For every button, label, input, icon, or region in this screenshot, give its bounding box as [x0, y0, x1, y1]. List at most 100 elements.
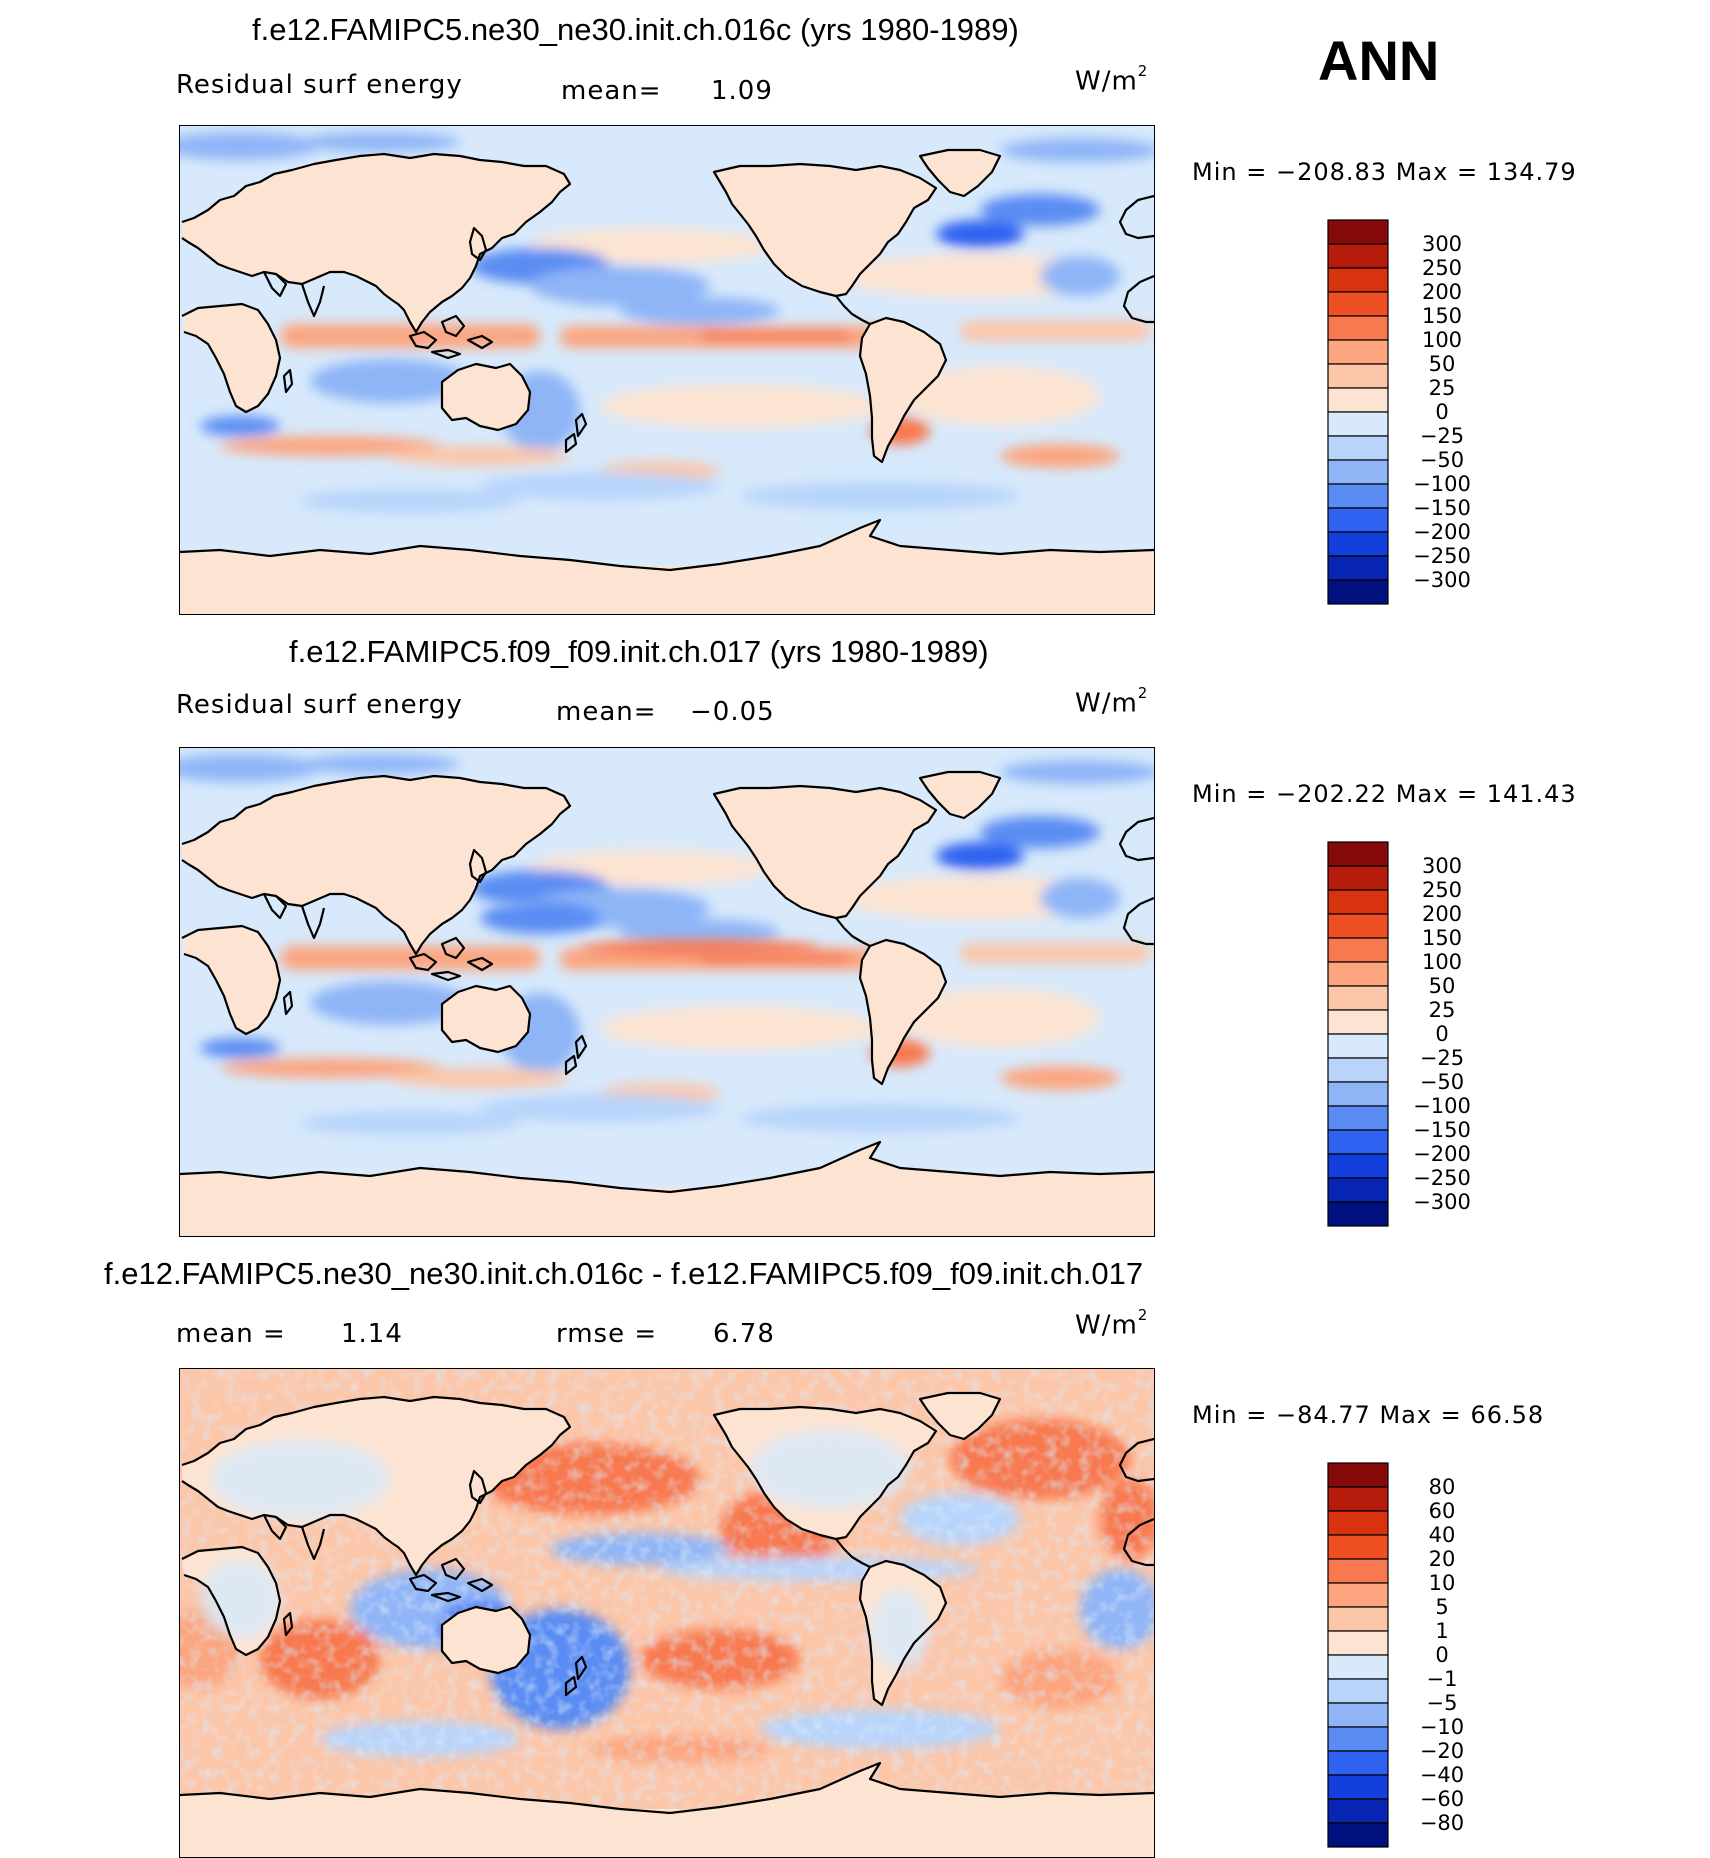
colorbar-tick-label: 100 [1422, 328, 1462, 352]
colorbar-tick-label: 25 [1429, 998, 1456, 1022]
colorbar-tick-label: 50 [1429, 974, 1456, 998]
colorbar-swatch [1327, 1510, 1389, 1536]
colorbar-tick-label: 80 [1429, 1475, 1456, 1499]
panel-2-map [179, 747, 1155, 1237]
colorbar-tick-label: 300 [1422, 232, 1462, 256]
season-label: ANN [1318, 29, 1440, 92]
colorbar-swatch [1327, 1774, 1389, 1800]
colorbar-swatch [1327, 339, 1389, 365]
colorbar-swatch [1327, 459, 1389, 485]
panel-2-mean-value: −0.05 [690, 697, 775, 727]
panel-2-title: f.e12.FAMIPC5.f09_f09.init.ch.017 (yrs 1… [289, 634, 989, 669]
colorbar-swatch [1327, 1129, 1389, 1155]
colorbar-swatch [1327, 841, 1389, 867]
colorbar-swatch [1327, 1726, 1389, 1752]
panel-3-rmse-value: 6.78 [713, 1319, 775, 1349]
panel-2-units: W/m2 [1075, 684, 1149, 719]
panel-2-map-svg [180, 748, 1154, 1236]
colorbar-tick-label: 250 [1422, 256, 1462, 280]
panel-1-max-value: 134.79 [1486, 158, 1577, 186]
colorbar-swatch [1327, 435, 1389, 461]
panel-1-min-label: Min = [1192, 158, 1268, 186]
colorbar-swatch [1327, 579, 1389, 605]
colorbar-tick-label: 1 [1435, 1619, 1448, 1643]
colorbar-swatch [1327, 985, 1389, 1011]
colorbar-swatch [1327, 363, 1389, 389]
colorbar-swatch [1327, 387, 1389, 413]
colorbar-tick-label: −50 [1420, 448, 1464, 472]
panel-3-mean-label: mean = [176, 1319, 286, 1349]
colorbar-swatch [1327, 1081, 1389, 1107]
panel-2-min-value: −202.22 [1275, 780, 1388, 808]
colorbar-tick-label: 250 [1422, 878, 1462, 902]
colorbar-tick-label: −20 [1420, 1739, 1464, 1763]
colorbar-tick-label: −100 [1413, 472, 1471, 496]
colorbar-tick-label: −150 [1413, 1118, 1471, 1142]
colorbar-tick-label: −250 [1413, 1166, 1471, 1190]
colorbar-tick-label: −5 [1427, 1691, 1458, 1715]
colorbar-tick-label: −200 [1413, 520, 1471, 544]
colorbar-swatch [1327, 1654, 1389, 1680]
colorbar-swatch [1327, 1582, 1389, 1608]
panel-2-max-value: 141.43 [1486, 780, 1577, 808]
colorbar-swatch [1327, 1822, 1389, 1848]
colorbar-swatch [1327, 961, 1389, 987]
colorbar-tick-label: −25 [1420, 424, 1464, 448]
panel-3-colorbar: 80 60 40 20 10 5 1 0 −1 −5 −10 −20 −40 −60 −80 [1327, 1462, 1548, 1849]
colorbar-swatch [1327, 937, 1389, 963]
colorbar-tick-label: −1 [1427, 1667, 1458, 1691]
colorbar-tick-label: 0 [1435, 1022, 1448, 1046]
colorbar-tick-label: 25 [1429, 376, 1456, 400]
colorbar-swatch [1327, 483, 1389, 509]
colorbar-swatch [1327, 1201, 1389, 1227]
colorbar-tick-label: 300 [1422, 854, 1462, 878]
colorbar-tick-label: −40 [1420, 1763, 1464, 1787]
colorbar-swatch [1327, 1750, 1389, 1776]
colorbar-tick-label: −250 [1413, 544, 1471, 568]
colorbar-swatch [1327, 1486, 1389, 1512]
colorbar-swatch [1327, 555, 1389, 581]
colorbar-tick-label: 100 [1422, 950, 1462, 974]
colorbar-swatch [1327, 219, 1389, 245]
colorbar-tick-label: −10 [1420, 1715, 1464, 1739]
panel-1-title: f.e12.FAMIPC5.ne30_ne30.init.ch.016c (yr… [252, 12, 1019, 47]
colorbar-tick-label: −300 [1413, 568, 1471, 592]
panel-3-min-value: −84.77 [1275, 1401, 1371, 1429]
colorbar-swatch [1327, 1033, 1389, 1059]
colorbar-tick-label: 50 [1429, 352, 1456, 376]
panel-3-map [179, 1368, 1155, 1858]
panel-2-colorbar-svg: 30025020015010050250−25−50−100−150−200−2… [1327, 841, 1471, 1227]
panel-1-min-value: −208.83 [1275, 158, 1388, 186]
panel-1-field-label: Residual surf energy [176, 70, 463, 100]
colorbar-swatch [1327, 531, 1389, 557]
colorbar-tick-label: 10 [1429, 1571, 1456, 1595]
panel-3-max-value: 66.58 [1470, 1401, 1545, 1429]
colorbar-swatch [1327, 1558, 1389, 1584]
colorbar-tick-label: 200 [1422, 280, 1462, 304]
panel-1-map [179, 125, 1155, 615]
panel-3-minmax: Min = −84.77 Max = 66.58 [1192, 1401, 1544, 1429]
colorbar-tick-label: 20 [1429, 1547, 1456, 1571]
colorbar-swatch [1327, 1105, 1389, 1131]
panel-1-colorbar: 300 250 200 150 100 50 25 0 −25 −50 −100 −150 −200 −2… [1327, 219, 1548, 606]
colorbar-tick-label: −200 [1413, 1142, 1471, 1166]
colorbar-tick-label: 0 [1435, 1643, 1448, 1667]
colorbar-swatch [1327, 507, 1389, 533]
panel-1-colorbar-svg: 30025020015010050250−25−50−100−150−200−2… [1327, 219, 1471, 605]
colorbar-swatch [1327, 1462, 1389, 1488]
colorbar-tick-label: −150 [1413, 496, 1471, 520]
colorbar-swatch [1327, 1153, 1389, 1179]
panel-3-title: f.e12.FAMIPC5.ne30_ne30.init.ch.016c - f… [104, 1256, 1144, 1291]
panel-2-field-label: Residual surf energy [176, 690, 463, 720]
colorbar-tick-label: 0 [1435, 400, 1448, 424]
panel-3-units: W/m2 [1075, 1306, 1149, 1341]
colorbar-swatch [1327, 411, 1389, 437]
panel-3-min-label: Min = [1192, 1401, 1268, 1429]
colorbar-tick-label: −60 [1420, 1787, 1464, 1811]
colorbar-swatch [1327, 1009, 1389, 1035]
panel-1-max-label: Max = [1395, 158, 1479, 186]
panel-2-minmax: Min = −202.22 Max = 141.43 [1192, 780, 1577, 808]
panel-1-map-svg [180, 126, 1154, 614]
colorbar-swatch [1327, 889, 1389, 915]
panel-1-mean-label: mean= [561, 76, 662, 106]
